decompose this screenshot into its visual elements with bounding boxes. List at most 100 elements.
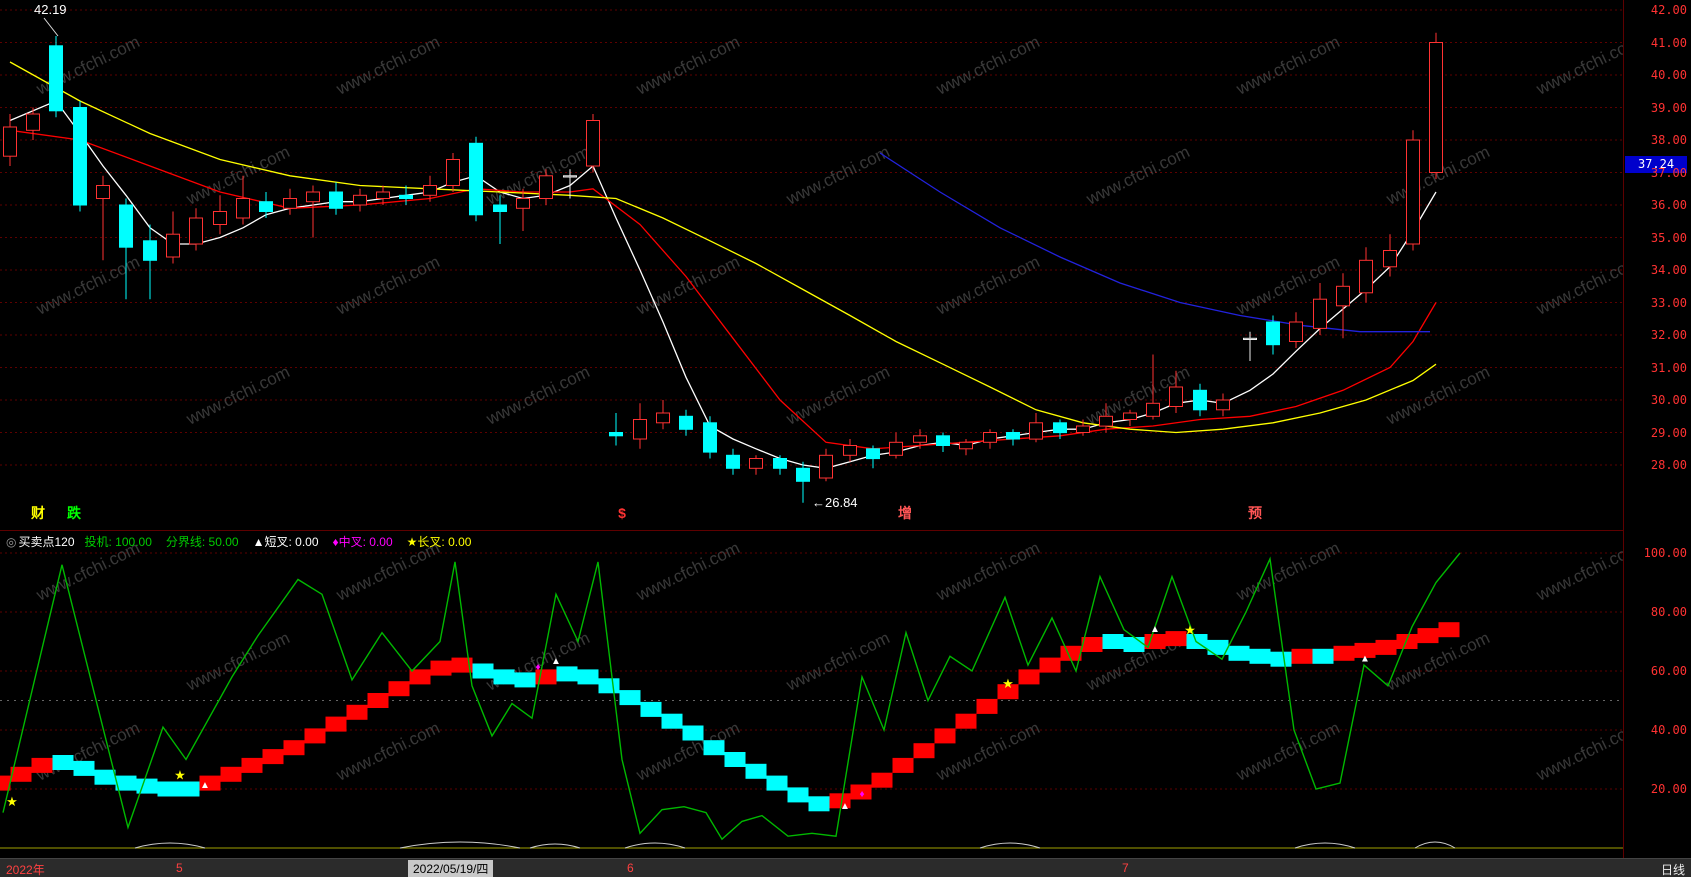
candle: [96, 175, 110, 261]
event-marker[interactable]: 预: [1248, 505, 1262, 521]
watermark-text: www.cfchi.com: [1233, 538, 1343, 605]
price-annotation: 42.19: [34, 2, 67, 17]
ribbon-block: [850, 784, 872, 800]
candle: [749, 455, 763, 475]
ribbon-block: [493, 669, 515, 685]
watermark-text: www.cfchi.com: [333, 32, 443, 99]
price-axis-label: 33.00: [1650, 295, 1687, 310]
ribbon-block: [997, 684, 1019, 700]
indicator-collapse-icon[interactable]: ◎: [6, 535, 17, 549]
watermark-text: www.cfchi.com: [183, 362, 293, 429]
long-cross-star-marker: ★: [1184, 623, 1196, 638]
ribbon-block: [31, 757, 53, 773]
watermark-text: www.cfchi.com: [933, 252, 1043, 319]
candle: [469, 136, 483, 222]
watermark-text: www.cfchi.com: [183, 628, 293, 695]
indicator-axis-label: 100.00: [1643, 546, 1687, 560]
grid-layer: [0, 552, 1623, 849]
ribbon-block: [304, 728, 326, 744]
baseline-histogram-bump: [134, 842, 206, 849]
short-cross-triangle-marker: ▲: [840, 801, 850, 812]
indicator-param-label: 投机: 100.00: [84, 535, 152, 549]
ribbon-block: [472, 663, 494, 679]
candle: [283, 188, 297, 215]
watermark-text: www.cfchi.com: [633, 538, 743, 605]
baseline-histogram-bump: [979, 842, 1041, 849]
speculation-line-layer: [2, 552, 1461, 841]
candle: [1406, 130, 1420, 251]
candle: [1429, 32, 1443, 179]
candle: [3, 114, 17, 166]
ribbon-block: [619, 690, 641, 706]
indicator-axis-label: 80.00: [1650, 605, 1687, 619]
ribbon-block: [262, 749, 284, 765]
ribbon-block: [451, 657, 473, 673]
indicator-axis-label: 40.00: [1650, 723, 1687, 737]
price-axis-label: 35.00: [1650, 230, 1687, 245]
watermark-text: www.cfchi.com: [1383, 362, 1493, 429]
date-axis-label: 2022年: [6, 863, 45, 877]
period-label[interactable]: 日线: [1660, 863, 1685, 877]
ribbon-block: [913, 743, 935, 759]
watermark-text: www.cfchi.com: [1233, 32, 1343, 99]
speculation-line: [2, 552, 1461, 841]
cross-markers-layer: ★ ★ ★ ★ ▲ ▲ ▲ ▲ ▲ ♦ ♦: [6, 623, 1370, 812]
price-axis-label: 41.00: [1650, 35, 1687, 50]
price-axis-label: 39.00: [1650, 100, 1687, 115]
short-cross-triangle-marker: ▲: [1150, 624, 1160, 635]
event-marker[interactable]: 跌: [67, 505, 82, 521]
ribbon-block: [220, 766, 242, 782]
baseline-histogram-bump: [529, 843, 581, 849]
indicator-params: 投机: 100.00 分界线: 50.00 ▲短叉: 0.00 ♦中叉: 0.00 ★长…: [85, 535, 486, 549]
ribbon-block: [829, 793, 851, 809]
ribbon-block: [325, 716, 347, 732]
price-axis-label: 36.00: [1650, 198, 1687, 212]
candle: [1243, 331, 1257, 361]
candle: [1099, 403, 1113, 433]
ribbon-block: [52, 755, 74, 770]
ribbon-block: [955, 713, 977, 729]
price-axis-label: 30.00: [1650, 393, 1687, 407]
ribbon-block: [241, 757, 263, 773]
mid-cross-diamond-marker: ♦: [859, 789, 864, 800]
candle: [73, 101, 87, 212]
watermark-text: www.cfchi.com: [1533, 718, 1623, 785]
candle: [399, 185, 413, 205]
candle: [539, 169, 553, 205]
watermark-text: www.cfchi.com: [933, 538, 1043, 605]
event-marker[interactable]: 财: [30, 505, 45, 521]
ribbon-block: [178, 781, 200, 797]
candle: [1169, 370, 1183, 413]
price-axis-label: 34.00: [1650, 263, 1687, 277]
indicator-chart[interactable]: www.cfchi.com www.cfchi.com www.cfchi.com w…: [0, 531, 1623, 858]
price-axis-label: 31.00: [1650, 360, 1687, 375]
selected-date-label[interactable]: 2022/05/19/四: [408, 860, 494, 877]
baseline-histogram-bump: [1414, 841, 1456, 849]
price-axis-label: 29.00: [1650, 425, 1687, 440]
event-marker[interactable]: 增: [898, 505, 912, 521]
ribbon-block: [367, 693, 389, 708]
main-candlestick-chart[interactable]: www.cfchi.com www.cfchi.com www.cfchi.com w…: [0, 0, 1623, 530]
watermark-text: www.cfchi.com: [1233, 718, 1343, 785]
candle: [306, 185, 320, 238]
candle: [1336, 273, 1350, 339]
ribbon-block: [808, 796, 830, 812]
indicator-header: ◎ 买卖点120 投机: 100.00 分界线: 50.00 ▲短叉: 0.00 ♦中叉:…: [6, 533, 485, 550]
ribbon-block: [1417, 628, 1439, 644]
watermark-text: www.cfchi.com: [1533, 538, 1623, 605]
long-cross-star-marker: ★: [6, 794, 18, 809]
indicator-name[interactable]: 买卖点120: [18, 535, 75, 549]
ribbon-block: [1228, 645, 1250, 661]
candle: [796, 461, 810, 503]
ribbon-block: [1207, 639, 1229, 655]
candle: [913, 429, 927, 449]
ribbon-block: [94, 769, 116, 785]
candle: [1029, 413, 1043, 443]
indicator-param-label: ♦中叉: 0.00: [332, 535, 393, 549]
event-markers-layer: 财 跌 $ 增 预: [30, 505, 1262, 521]
candle: [446, 153, 460, 192]
event-marker[interactable]: $: [618, 505, 626, 521]
candle: [679, 409, 693, 436]
baseline-histogram-bump: [624, 842, 686, 849]
ribbon-block: [514, 672, 536, 688]
